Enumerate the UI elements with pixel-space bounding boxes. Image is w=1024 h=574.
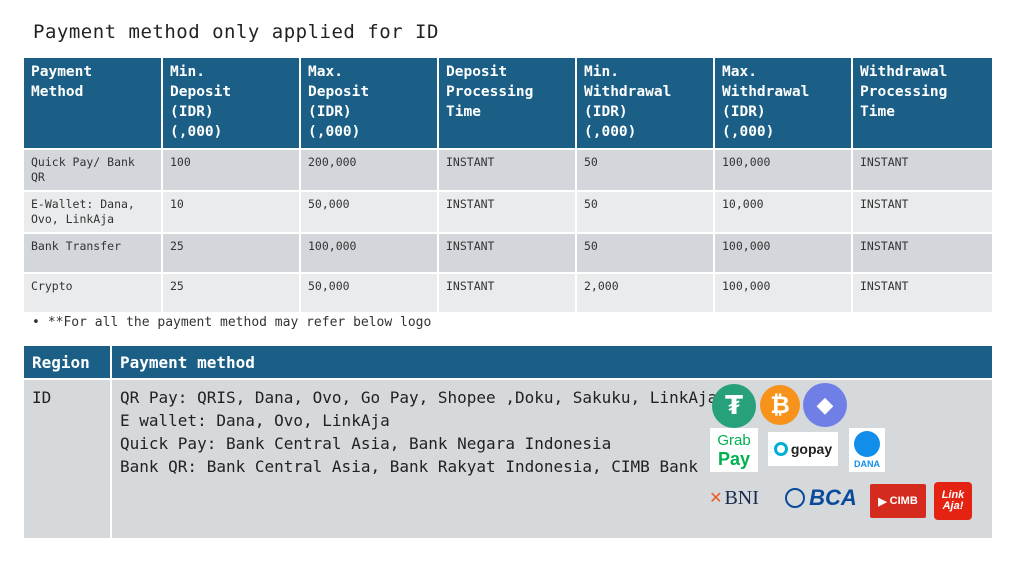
cell-min-deposit: 10 <box>162 190 301 233</box>
header-region: Region <box>24 346 112 379</box>
bank-qr-line: Bank QR: Bank Central Asia, Bank Rakyat … <box>120 457 698 476</box>
cell-withdrawal-time: INSTANT <box>852 148 992 191</box>
cell-max-withdrawal: 100,000 <box>714 148 853 191</box>
table-header-row: Payment Method Min. Deposit (IDR) (,000)… <box>24 58 992 149</box>
header-min-deposit: Min. Deposit (IDR) (,000) <box>162 58 301 149</box>
bni-logo: ✕ BNI <box>709 486 759 509</box>
header-payment-method-list: Payment method <box>111 346 992 379</box>
cell-deposit-time: INSTANT <box>438 190 577 233</box>
header-min-withdrawal: Min. Withdrawal (IDR) (,000) <box>576 58 715 149</box>
cell-min-deposit: 25 <box>162 272 301 312</box>
bullet: • <box>32 315 40 330</box>
cell-method: Quick Pay/ Bank QR <box>24 148 163 191</box>
cell-min-withdrawal: 50 <box>576 190 715 233</box>
cell-deposit-time: INSTANT <box>438 148 577 191</box>
cell-withdrawal-time: INSTANT <box>852 190 992 233</box>
grabpay-logo: Grab Pay <box>710 428 758 472</box>
dana-logo: DANA <box>849 428 885 472</box>
table-row-bank-transfer: Bank Transfer 25 100,000 INSTANT 50 100,000 IN… <box>24 232 992 273</box>
ethereum-logo: ◆ <box>803 383 847 427</box>
gopay-icon <box>773 442 788 456</box>
cell-min-deposit: 100 <box>162 148 301 191</box>
bca-icon <box>785 488 806 508</box>
cimb-logo: ▶ CIMB <box>870 484 926 518</box>
cell-max-deposit: 50,000 <box>300 272 439 312</box>
note-text: **For all the payment method may refer b… <box>47 315 432 330</box>
cell-method: Crypto <box>24 272 163 312</box>
logo-note: • **For all the payment method may refer … <box>32 315 431 330</box>
cell-method: Bank Transfer <box>24 232 163 273</box>
header-payment-method: Payment Method <box>24 58 163 149</box>
cell-max-withdrawal: 10,000 <box>714 190 853 233</box>
cell-method: E-Wallet: Dana, Ovo, LinkAja <box>24 190 163 233</box>
region-cell: ID <box>24 378 112 538</box>
qr-pay-line: QR Pay: QRIS, Dana, Ovo, Go Pay, Shopee … <box>120 388 718 407</box>
cell-min-withdrawal: 2,000 <box>576 272 715 312</box>
bni-icon: ✕ <box>709 490 723 507</box>
cell-deposit-time: INSTANT <box>438 232 577 273</box>
cell-max-deposit: 100,000 <box>300 232 439 273</box>
header-max-withdrawal: Max. Withdrawal (IDR) (,000) <box>714 58 853 149</box>
header-withdrawal-time: Withdrawal Processing Time <box>852 58 992 149</box>
cell-max-deposit: 50,000 <box>300 190 439 233</box>
region-header-row: Region Payment method <box>24 346 992 379</box>
cell-min-deposit: 25 <box>162 232 301 273</box>
cell-max-withdrawal: 100,000 <box>714 232 853 273</box>
page-title: Payment method only applied for ID <box>33 21 439 43</box>
quick-pay-line: Quick Pay: Bank Central Asia, Bank Negar… <box>120 434 612 453</box>
cell-withdrawal-time: INSTANT <box>852 232 992 273</box>
cell-min-withdrawal: 50 <box>576 232 715 273</box>
header-max-deposit: Max. Deposit (IDR) (,000) <box>300 58 439 149</box>
cimb-icon: ▶ <box>878 495 887 508</box>
gopay-logo: gopay <box>768 432 838 466</box>
payment-rates-table: Payment Method Min. Deposit (IDR) (,000)… <box>24 58 992 312</box>
tether-logo: ₮ <box>712 384 756 428</box>
bca-logo: BCA <box>781 483 861 513</box>
linkaja-logo: Link Aja! <box>934 482 972 520</box>
cell-withdrawal-time: INSTANT <box>852 272 992 312</box>
cell-max-withdrawal: 100,000 <box>714 272 853 312</box>
cell-max-deposit: 200,000 <box>300 148 439 191</box>
cell-min-withdrawal: 50 <box>576 148 715 191</box>
e-wallet-line: E wallet: Dana, Ovo, LinkAja <box>120 411 390 430</box>
dana-icon <box>854 431 880 457</box>
table-row-quick-pay: Quick Pay/ Bank QR 100 200,000 INSTANT 50 100… <box>24 148 992 191</box>
header-deposit-time: Deposit Processing Time <box>438 58 577 149</box>
table-row-crypto: Crypto 25 50,000 INSTANT 2,000 100,000 INSTANT <box>24 272 992 312</box>
bitcoin-logo: ₿ <box>760 385 800 425</box>
cell-deposit-time: INSTANT <box>438 272 577 312</box>
table-row-e-wallet: E-Wallet: Dana, Ovo, LinkAja 10 50,000 INST… <box>24 190 992 233</box>
